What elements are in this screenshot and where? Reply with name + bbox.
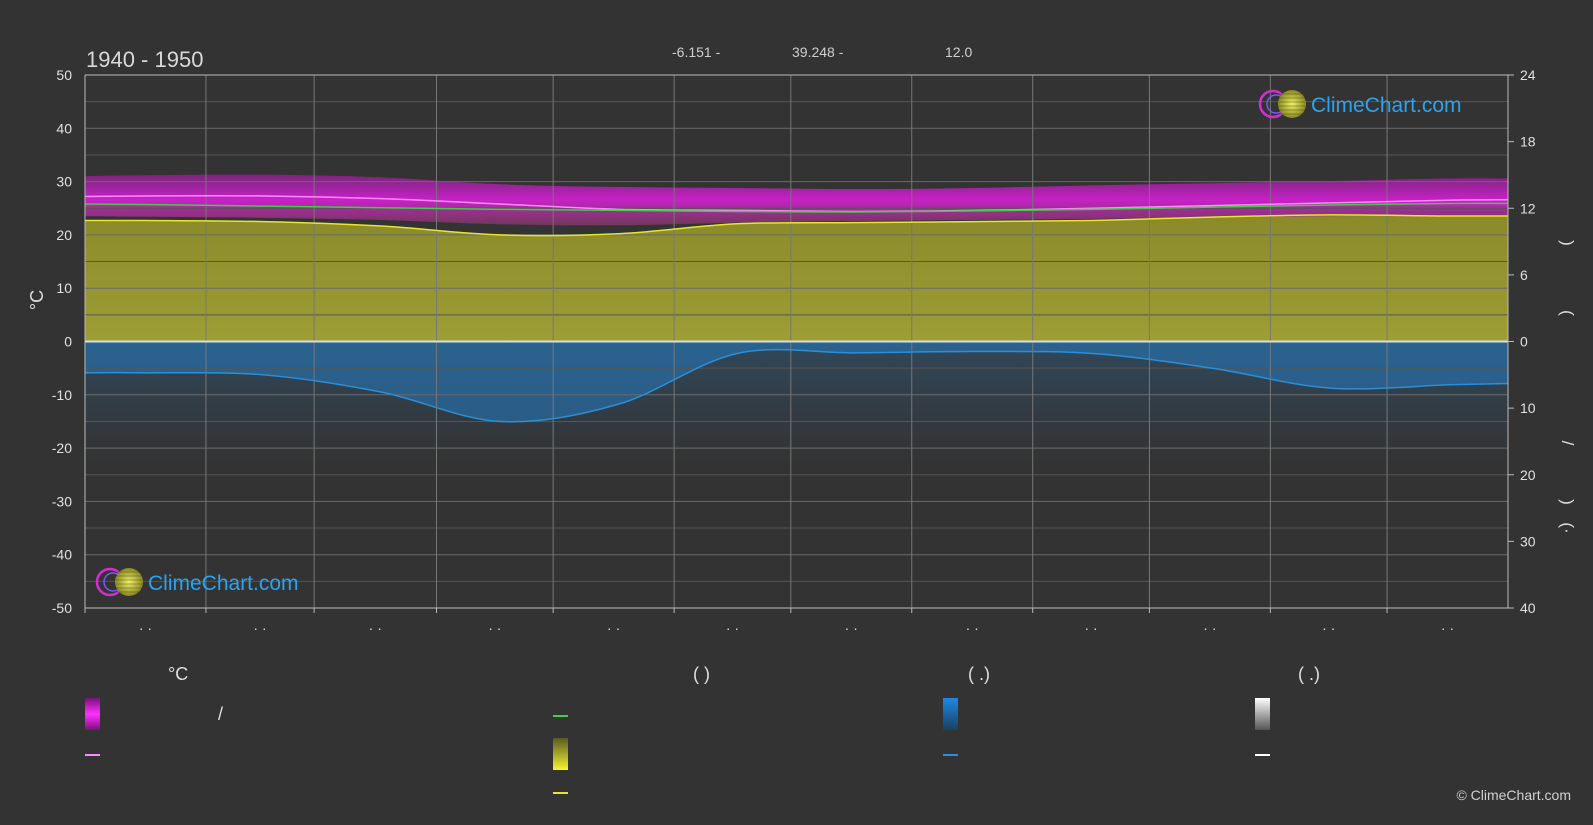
legend-snow-line-swatch — [1255, 754, 1270, 756]
legend-snow-heading: ( .) — [1298, 664, 1320, 684]
temperature-range-band — [85, 174, 1508, 226]
y-tick-label-right-upper: 24 — [1520, 67, 1536, 83]
legend-sunshine-heading: ( ) — [693, 664, 710, 684]
x-tick-label: · · — [253, 620, 266, 636]
logo-text: ClimeChart.com — [148, 572, 299, 595]
legend-temperature-heading: °C — [168, 664, 189, 684]
y-tick-label-left: -20 — [52, 440, 72, 456]
right-axis-lower-label: (· — [1558, 522, 1577, 533]
legend-daily-max-swatch — [85, 754, 100, 756]
daily-max-temperature-line — [84, 195, 1509, 213]
period-title: 1940 - 1950 — [86, 47, 203, 72]
latitude-label: 39.248 - — [792, 44, 844, 60]
y-tick-label-left: 50 — [56, 67, 72, 83]
y-tick-label-right-lower: 30 — [1520, 533, 1536, 549]
y-tick-label-left: -10 — [52, 387, 72, 403]
x-tick-label: · · — [369, 620, 382, 636]
x-tick-label: · · — [607, 620, 620, 636]
legend-daylight-swatch — [553, 715, 568, 717]
y-tick-label-left: -50 — [52, 600, 72, 616]
logo-sun-icon — [1278, 90, 1306, 118]
x-tick-label: · · — [488, 620, 501, 636]
legend-rain-swatch — [943, 698, 958, 730]
daylight-line — [84, 202, 1509, 213]
right-axis-upper-label: ( — [1558, 310, 1577, 316]
y-tick-label-left: 30 — [56, 174, 72, 190]
legend-sunshine-line-swatch — [553, 792, 568, 794]
right-axis-lower-label: / — [1558, 441, 1577, 446]
copyright: © ClimeChart.com — [1456, 787, 1571, 803]
right-axis-lower-label: ) — [1558, 499, 1577, 505]
y-tick-label-left: 0 — [64, 334, 72, 350]
y-tick-label-right-lower: 10 — [1520, 400, 1536, 416]
legend-rain-line-swatch — [943, 754, 958, 756]
y-tick-label-left: 40 — [56, 120, 72, 136]
x-tick-label: · · — [1322, 620, 1335, 636]
y-tick-label-right-upper: 12 — [1520, 200, 1536, 216]
left-axis-label: °C — [27, 290, 47, 310]
legend-snow-swatch — [1255, 698, 1270, 730]
logo-text: ClimeChart.com — [1311, 94, 1462, 117]
longitude-label: -6.151 - — [672, 44, 721, 60]
y-tick-label-right-lower: 40 — [1520, 600, 1536, 616]
y-tick-label-right-upper: 0 — [1520, 334, 1528, 350]
y-tick-label-left: -40 — [52, 547, 72, 563]
y-tick-label-left: 20 — [56, 227, 72, 243]
logo-sun-icon — [115, 568, 143, 596]
legend-sunshine-swatch — [553, 738, 568, 770]
y-tick-label-right-upper: 6 — [1520, 267, 1528, 283]
legend-temp-range-swatch — [85, 698, 100, 730]
y-tick-label-left: 10 — [56, 280, 72, 296]
x-tick-label: · · — [139, 620, 152, 636]
x-tick-label: · · — [726, 620, 739, 636]
precipitation-shade — [85, 341, 1508, 462]
x-tick-label: · · — [1441, 620, 1454, 636]
logo-bottom-left: ClimeChart.com — [95, 567, 299, 597]
y-tick-label-left: -30 — [52, 493, 72, 509]
legend-temp-range-label: / — [218, 704, 224, 724]
x-tick-label: · · — [1203, 620, 1216, 636]
sunshine-area — [85, 214, 1508, 342]
right-axis-upper-label: ) — [1558, 240, 1577, 246]
precipitation-line — [84, 348, 1509, 423]
sunshine-line — [84, 214, 1509, 237]
y-tick-label-right-lower: 20 — [1520, 467, 1536, 483]
logo-top-right: ClimeChart.com — [1258, 89, 1462, 119]
x-tick-label: · · — [845, 620, 858, 636]
elevation-label: 12.0 — [945, 44, 972, 60]
y-tick-label-right-upper: 18 — [1520, 134, 1536, 150]
legend-rain-heading: ( .) — [968, 664, 990, 684]
x-tick-label: · · — [966, 620, 979, 636]
x-tick-label: · · — [1084, 620, 1097, 636]
